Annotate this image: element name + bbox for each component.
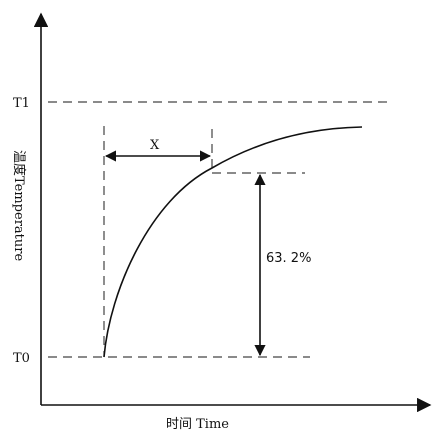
percent-label: 63. 2% [266,251,311,266]
x-label: X [150,138,160,153]
temperature-curve [103,126,363,358]
y-axis-label: 温度Temperature [11,150,27,261]
x-axis-label: 时间 Time [166,417,229,432]
t0-label: T0 [13,351,30,366]
t1-label: T1 [13,96,30,111]
